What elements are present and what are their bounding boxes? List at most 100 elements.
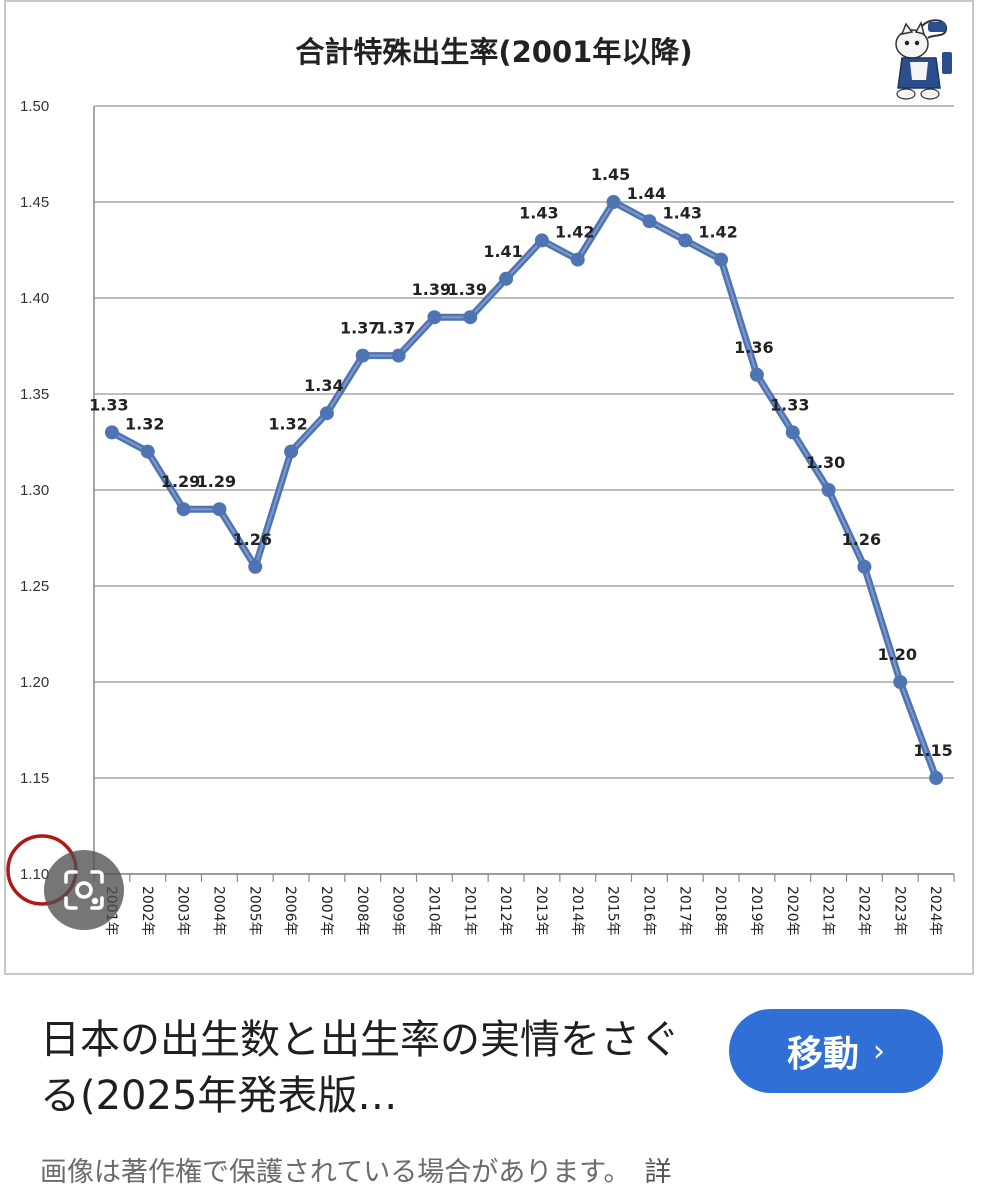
result-title[interactable]: 日本の出生数と出生率の実情をさぐる(2025年発表版…	[40, 1017, 680, 1119]
data-points	[104, 195, 944, 785]
x-tick-label: 2022年	[855, 886, 871, 936]
y-tick-label: 1.50	[20, 98, 49, 115]
data-label: 1.36	[734, 338, 773, 357]
data-label: 1.29	[161, 472, 200, 491]
data-label: 1.32	[268, 415, 307, 434]
x-tick-label: 2019年	[748, 886, 764, 936]
data-label: 1.26	[842, 530, 881, 549]
chart-title: 合計特殊出生率(2001年以降)	[295, 35, 692, 69]
data-point	[785, 425, 800, 440]
data-label: 1.32	[125, 415, 164, 434]
data-label: 1.15	[913, 741, 952, 760]
x-tick-label: 2007年	[318, 886, 334, 936]
image-search-lens-icon	[64, 870, 104, 910]
x-tick-label: 2021年	[820, 886, 836, 936]
data-labels: 1.331.321.291.291.261.321.341.371.371.39…	[89, 165, 953, 760]
x-axis-labels: 2001年2002年2003年2004年2005年2006年2007年2008年…	[103, 886, 943, 936]
x-tick-label: 2013年	[533, 886, 549, 936]
x-tick-label: 2011年	[461, 886, 477, 936]
visit-button-label: 移動	[786, 1034, 859, 1075]
data-point	[534, 233, 549, 248]
details-link[interactable]: 詳	[644, 1157, 672, 1188]
x-tick-label: 2016年	[640, 886, 656, 936]
data-point	[570, 252, 585, 267]
data-point	[606, 195, 621, 209]
data-label: 1.42	[555, 223, 594, 242]
x-tick-label: 2005年	[246, 886, 262, 936]
data-point	[212, 502, 227, 517]
data-label: 1.33	[770, 395, 809, 414]
data-point	[427, 310, 442, 325]
line-chart: 合計特殊出生率(2001年以降) 1.10 1.15 1.20 1.25 1.30 1.3…	[6, 35, 955, 936]
data-point	[319, 406, 334, 421]
chevron-right-icon: ›	[873, 1033, 885, 1069]
data-label: 1.34	[304, 376, 343, 395]
data-point	[140, 444, 155, 459]
data-point	[929, 771, 944, 785]
x-tick-label: 2014年	[569, 886, 585, 936]
x-tick-label: 2015年	[605, 886, 621, 936]
data-label: 1.26	[233, 530, 272, 549]
data-point	[642, 214, 657, 229]
visit-button[interactable]: 移動 ›	[729, 1009, 943, 1093]
data-label: 1.37	[340, 319, 379, 338]
data-label: 1.41	[483, 242, 522, 261]
data-point	[893, 675, 908, 689]
data-point	[857, 559, 872, 574]
y-tick-label: 1.15	[20, 770, 49, 787]
data-label: 1.20	[878, 645, 917, 664]
image-search-lens-button[interactable]	[44, 850, 124, 930]
x-tick-label: 2012年	[497, 886, 513, 936]
y-tick-label: 1.35	[20, 386, 49, 403]
data-point	[678, 233, 693, 248]
x-tick-label: 2008年	[354, 886, 370, 936]
data-point	[821, 483, 836, 497]
data-label: 1.39	[448, 280, 487, 299]
x-tick-label: 2024年	[927, 886, 943, 936]
data-point	[284, 444, 299, 459]
y-axis-ticks: 1.10 1.15 1.20 1.25 1.30 1.35 1.40 1.45 1.50	[20, 98, 49, 883]
data-point	[104, 425, 119, 440]
data-label: 1.29	[197, 472, 236, 491]
series-line-highlight	[111, 201, 938, 779]
data-label: 1.33	[89, 395, 128, 414]
x-tick-label: 2010年	[425, 886, 441, 936]
data-point	[176, 502, 191, 517]
data-point	[714, 252, 729, 267]
y-tick-label: 1.40	[20, 290, 49, 307]
x-tick-label: 2017年	[676, 886, 692, 936]
data-label: 1.43	[663, 203, 702, 222]
data-label: 1.30	[806, 453, 845, 472]
x-tick-label: 2023年	[891, 886, 907, 936]
data-label: 1.44	[627, 184, 666, 203]
data-point	[248, 559, 263, 574]
data-point	[355, 348, 370, 363]
data-label: 1.37	[376, 319, 415, 338]
data-point	[391, 348, 406, 363]
data-point	[499, 271, 514, 286]
data-label: 1.43	[519, 203, 558, 222]
series-line	[108, 198, 940, 782]
y-tick-label: 1.30	[20, 482, 49, 499]
cartoon-cat-mascot-icon	[895, 19, 952, 100]
x-tick-label: 2003年	[175, 886, 191, 936]
x-tick-label: 2009年	[390, 886, 406, 936]
y-tick-label: 1.20	[20, 674, 49, 691]
x-tick-label: 2002年	[139, 886, 155, 936]
data-label: 1.45	[591, 165, 630, 184]
axes	[93, 106, 955, 882]
x-tick-label: 2006年	[282, 886, 298, 936]
gridlines	[94, 105, 954, 875]
copyright-text: 画像は著作権で保護されている場合があります。	[40, 1157, 631, 1188]
chart-frame: 合計特殊出生率(2001年以降) 1.10 1.15 1.20 1.25 1.30 1.3…	[4, 0, 974, 975]
data-point	[463, 310, 478, 325]
copyright-notice: 画像は著作権で保護されている場合があります。詳	[40, 1150, 970, 1189]
x-tick-label: 2020年	[784, 886, 800, 936]
y-tick-label: 1.10	[20, 866, 49, 883]
x-tick-label: 2018年	[712, 886, 728, 936]
data-label: 1.39	[412, 280, 451, 299]
y-tick-label: 1.45	[20, 194, 49, 211]
data-label: 1.42	[698, 223, 737, 242]
y-tick-label: 1.25	[20, 578, 49, 595]
x-tick-label: 2004年	[210, 886, 226, 936]
